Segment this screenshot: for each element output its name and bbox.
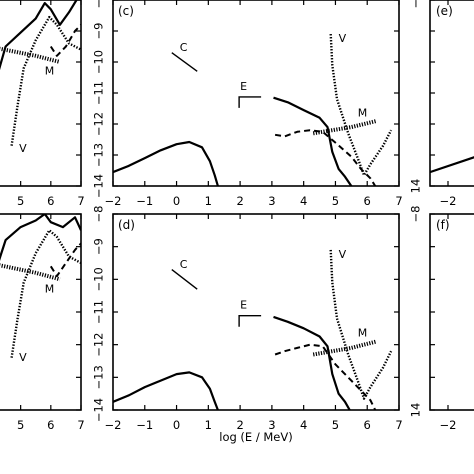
x-axis-label: log (E / MeV): [219, 430, 292, 444]
x-tick-label-c-8: 6: [364, 194, 371, 208]
y-tick-label-e-top: −8: [409, 0, 423, 8]
panel-series-partial-left-bottom: VM: [0, 214, 81, 364]
series-hatched-partial-left-top-3: [0, 46, 61, 64]
x-tick-label-c-6: 4: [300, 194, 307, 208]
e-bracket-marker-d: [238, 315, 262, 327]
x-tick-label-c-1: −1: [136, 194, 153, 208]
x-tick-label-d-3: 1: [205, 418, 212, 432]
y-tick-label-d-6: −14: [92, 398, 106, 422]
x-tick-label-partial-left-top-0: 5: [17, 194, 24, 208]
y-tick-label-e-bottom: 14: [409, 179, 423, 194]
x-tick-label-c-2: 0: [173, 194, 180, 208]
annotation-v-d: V: [339, 248, 347, 261]
e-bracket-marker-c: [238, 96, 262, 108]
x-tick-label-c-3: 1: [205, 194, 212, 208]
annotation-e-d: E: [240, 299, 247, 312]
panel-series-partial-left-top: VM: [0, 0, 81, 155]
series-solid-c-1: [273, 96, 353, 186]
x-tick-label-f-0: −2: [440, 418, 457, 432]
annotation-m-partial-left-bottom: M: [45, 282, 55, 295]
annotation-m-d: M: [358, 327, 368, 340]
x-tick-label-d-8: 6: [364, 418, 371, 432]
y-tick-label-f-bottom: 14: [409, 403, 423, 418]
series-dotted-c-2: [329, 34, 393, 177]
segment-c-d: [171, 268, 198, 290]
x-tick-label-d-1: −1: [136, 418, 153, 432]
x-tick-label-e-0: −2: [440, 194, 457, 208]
panel-label-d: (d): [118, 218, 135, 232]
panel-label-f: (f): [436, 218, 450, 232]
x-tick-label-d-7: 5: [332, 418, 339, 432]
series-solid-partial-left-top-0: [0, 0, 78, 71]
x-tick-label-c-4: 2: [236, 194, 243, 208]
panel-series-c: C E V M: [113, 32, 393, 186]
x-tick-label-c-5: 3: [268, 194, 275, 208]
y-tick-label-c-5: −13: [92, 143, 106, 167]
y-tick-label-c-0: −8: [92, 0, 106, 8]
x-tick-label-c-7: 5: [332, 194, 339, 208]
series-dashed-d-3: [274, 343, 377, 410]
y-tick-label-d-2: −10: [92, 267, 106, 291]
series-solid-c-0: [113, 140, 219, 186]
series-solid-partial-left-bottom-0: [0, 214, 81, 261]
segment-c-c: [171, 52, 198, 72]
x-tick-label-partial-left-bottom-1: 6: [47, 418, 54, 432]
annotation-m-partial-left-top: M: [45, 64, 55, 77]
x-tick-label-d-6: 4: [300, 418, 307, 432]
y-tick-label-c-4: −12: [92, 112, 106, 136]
y-tick-label-d-0: −8: [92, 206, 106, 223]
x-tick-label-partial-left-bottom-0: 5: [17, 418, 24, 432]
annotation-m-c: M: [358, 106, 368, 119]
panel-series-d: C E V M: [113, 248, 393, 410]
y-tick-label-d-3: −11: [92, 300, 106, 324]
x-tick-label-partial-left-bottom-2: 7: [77, 418, 84, 432]
x-tick-label-d-2: 0: [173, 418, 180, 432]
y-tick-label-d-1: −9: [92, 238, 106, 255]
annotation-c-c: C: [180, 41, 188, 54]
y-tick-label-c-6: −14: [92, 174, 106, 198]
series-solid-e-0: [430, 156, 474, 174]
x-tick-label-c-9: 7: [395, 194, 402, 208]
x-tick-label-d-0: −2: [105, 418, 122, 432]
annotation-v-c: V: [339, 32, 347, 45]
series-dashed-partial-left-top-2: [49, 24, 81, 57]
y-tick-label-d-4: −12: [92, 333, 106, 357]
series-solid-d-0: [113, 371, 219, 410]
annotation-v-partial-left-bottom: V: [19, 351, 27, 364]
x-tick-label-d-9: 7: [395, 418, 402, 432]
annotation-c-d: C: [180, 258, 188, 271]
panel-label-e: (e): [436, 4, 453, 18]
x-tick-label-c-0: −2: [105, 194, 122, 208]
y-tick-label-d-5: −13: [92, 365, 106, 389]
series-solid-d-1: [273, 315, 351, 410]
panel-label-c: (c): [118, 4, 134, 18]
y-tick-label-f-top: −8: [409, 206, 423, 223]
y-tick-label-c-3: −11: [92, 81, 106, 105]
annotation-e-c: E: [240, 80, 247, 93]
y-tick-label-c-1: −9: [92, 23, 106, 40]
x-tick-label-partial-left-top-1: 6: [47, 194, 54, 208]
x-tick-label-partial-left-top-2: 7: [77, 194, 84, 208]
annotation-v-partial-left-top: V: [19, 142, 27, 155]
x-tick-label-d-5: 3: [268, 418, 275, 432]
chart-marks: 5 6 7VM−2 −1 0 1 2 3 4 5 6 7−8−9−10−11−12−13−14CEVM…: [0, 0, 474, 432]
y-tick-label-c-2: −10: [92, 50, 106, 74]
series-dotted-partial-left-bottom-1: [10, 229, 81, 358]
x-tick-label-d-4: 2: [236, 418, 243, 432]
series-hatched-partial-left-bottom-3: [0, 263, 61, 282]
panel-series-e: [430, 156, 474, 174]
